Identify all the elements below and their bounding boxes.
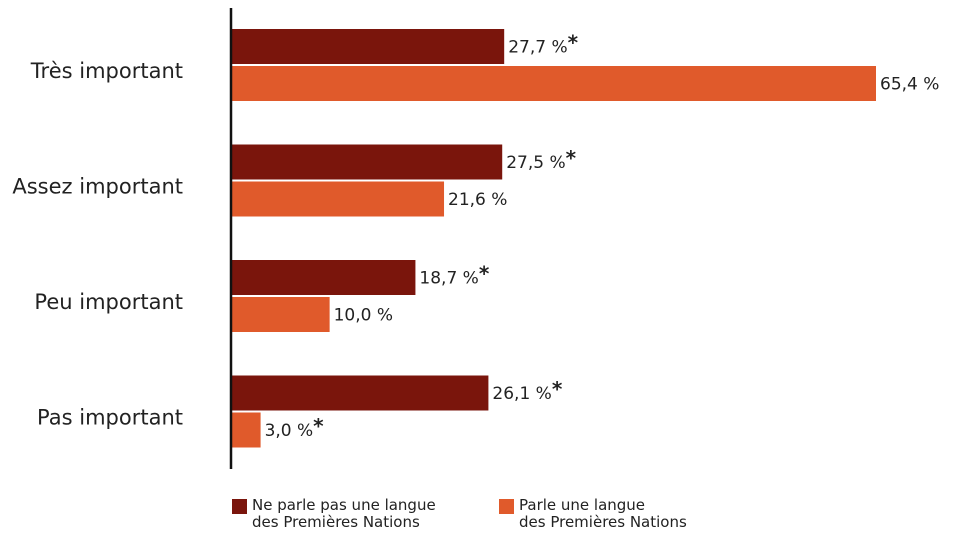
legend-label-line2: des Premières Nations xyxy=(519,513,687,531)
significance-marker: * xyxy=(313,414,324,438)
value-label: 27,7 %* xyxy=(508,31,578,58)
bar-speaker xyxy=(231,412,261,448)
legend-label-line2: des Premières Nations xyxy=(252,513,420,531)
significance-marker: * xyxy=(479,262,490,286)
category-label: Peu important xyxy=(34,290,183,314)
value-label: 27,5 %* xyxy=(506,146,576,173)
value-label: 21,6 % xyxy=(448,190,507,210)
significance-marker: * xyxy=(568,31,579,55)
value-label: 18,7 %* xyxy=(419,262,489,289)
bar-non-speaker xyxy=(231,260,416,295)
bar-non-speaker xyxy=(231,375,489,411)
value-label: 26,1 %* xyxy=(492,377,562,404)
category-label: Très important xyxy=(30,59,183,83)
legend-swatch-speaker xyxy=(499,499,514,514)
category-label: Assez important xyxy=(12,175,183,199)
bar-speaker xyxy=(231,181,445,217)
significance-marker: * xyxy=(566,146,577,170)
significance-marker: * xyxy=(552,377,563,401)
bar-speaker xyxy=(231,297,330,332)
legend-label-non-speaker: Ne parle pas une langue des Premières Na… xyxy=(252,497,492,531)
value-label: 3,0 %* xyxy=(265,414,325,441)
category-labels: Très important Assez important Peu importa… xyxy=(12,59,183,430)
legend-label-speaker: Parle une langue des Premières Nations xyxy=(519,497,759,531)
bar-non-speaker xyxy=(231,29,505,64)
bar-speaker xyxy=(231,66,876,101)
legend-swatch-non-speaker xyxy=(232,499,247,514)
value-label: 10,0 % xyxy=(334,306,393,326)
category-label: Pas important xyxy=(37,406,183,430)
value-label: 65,4 % xyxy=(880,75,939,95)
legend-label-line1: Ne parle pas une langue xyxy=(252,496,436,514)
legend-label-line1: Parle une langue xyxy=(519,496,646,514)
bars-group xyxy=(231,29,876,448)
bar-chart: Très important Assez important Peu importa… xyxy=(12,8,939,469)
bar-non-speaker xyxy=(231,144,503,180)
